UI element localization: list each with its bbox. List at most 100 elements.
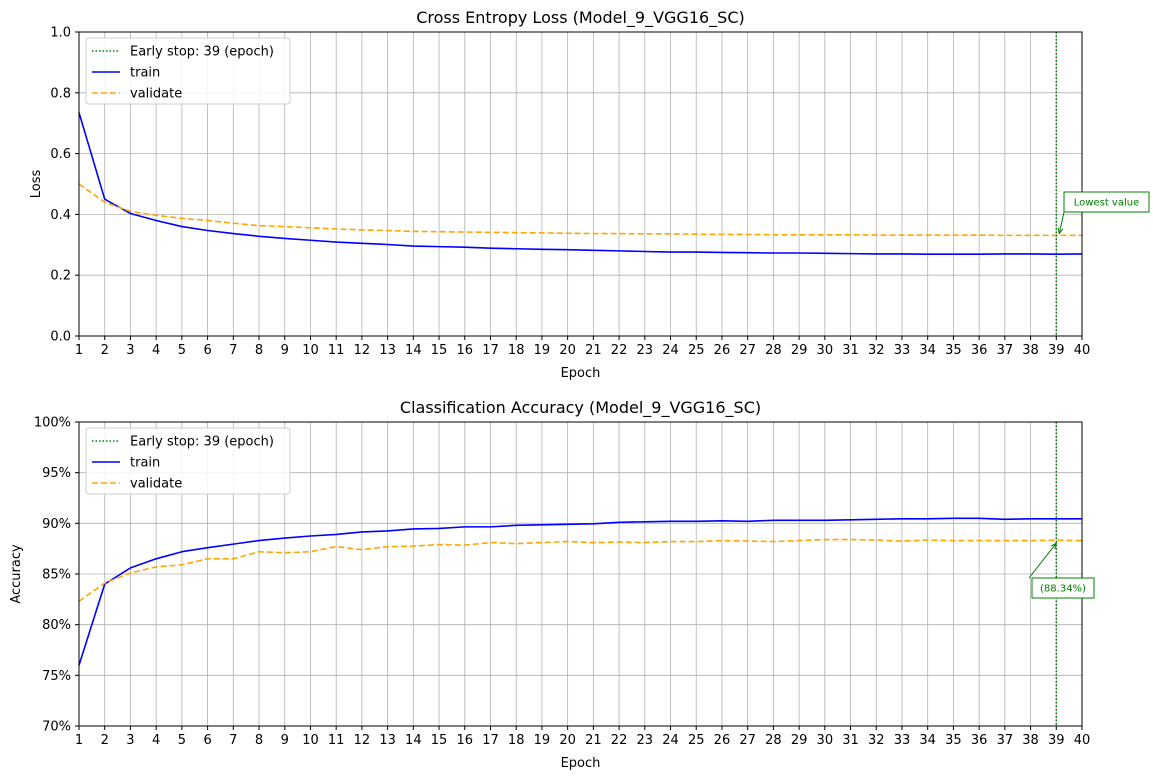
plot-frame: [78, 31, 1083, 337]
series-line-validate: [78, 538, 1083, 603]
x-tick-label: 4: [152, 733, 160, 748]
x-tick-label: 18: [508, 733, 525, 748]
x-tick-label: 1: [75, 343, 83, 358]
x-tick-label: 10: [302, 343, 319, 358]
annotation-box: [1031, 577, 1095, 599]
x-tick-label: 14: [405, 733, 422, 748]
y-axis-label: Loss: [29, 170, 44, 199]
legend-validate-label: validate: [130, 87, 182, 102]
x-tick-label: 23: [637, 733, 654, 748]
x-tick-label: 12: [354, 343, 371, 358]
x-tick-label: 7: [229, 343, 237, 358]
grid: [78, 421, 1083, 727]
x-tick-label: 37: [997, 343, 1014, 358]
x-tick-label: 11: [328, 343, 345, 358]
x-tick-label: 20: [559, 343, 576, 358]
y-tick-label: 0.0: [50, 330, 71, 345]
x-tick-label: 28: [765, 343, 782, 358]
series-line-validate: [78, 183, 1082, 237]
x-tick-label: 34: [919, 343, 936, 358]
annotation-box: [1063, 191, 1150, 213]
x-tick-label: 30: [817, 733, 834, 748]
x-tick-label: 21: [585, 343, 602, 358]
annotation-text: Lowest value: [1074, 198, 1139, 209]
chart-title: Cross Entropy Loss (Model_9_VGG16_SC): [416, 8, 745, 28]
x-tick-label: 16: [456, 343, 473, 358]
x-tick-label: 36: [971, 733, 988, 748]
x-tick-label: 22: [611, 733, 628, 748]
loss-chart: 1 2 3 4 5 6 7 8 9 10 11 12 13 14 15 16 17 18 19 20 21 22 23 24 2…: [29, 8, 1150, 381]
x-tick-label: 24: [662, 733, 679, 748]
x-tick-label: 3: [126, 733, 134, 748]
x-tick-label: 40: [1074, 343, 1091, 358]
x-tick-label: 29: [791, 343, 808, 358]
x-tick-label: 26: [714, 733, 731, 748]
x-tick-label: 35: [945, 343, 962, 358]
x-tick-label: 6: [203, 343, 211, 358]
x-tick-label: 33: [894, 343, 911, 358]
y-tick-label: 100%: [34, 416, 71, 431]
x-tick-label: 38: [1022, 343, 1039, 358]
x-tick-label: 6: [203, 733, 211, 748]
x-tick-label: 40: [1074, 733, 1091, 748]
x-tick-label: 2: [101, 343, 109, 358]
x-tick-label: 34: [919, 733, 936, 748]
x-tick-label: 8: [255, 733, 263, 748]
x-tick-label: 13: [379, 733, 396, 748]
x-tick-label: 31: [842, 343, 859, 358]
legend-box: [85, 427, 291, 495]
x-axis-label: Epoch: [561, 756, 601, 771]
x-tick-label: 19: [534, 733, 551, 748]
x-tick-label: 13: [379, 343, 396, 358]
legend-validate-label: validate: [130, 477, 182, 492]
legend: Early stop: 39 (epoch) train validate: [85, 427, 291, 495]
x-tick-label: 37: [997, 733, 1014, 748]
x-tick-label: 1: [75, 733, 83, 748]
x-tick-label: 5: [178, 733, 186, 748]
x-axis-label: Epoch: [561, 366, 601, 381]
x-tick-label: 3: [126, 343, 134, 358]
y-tick-label: 70%: [42, 720, 71, 735]
series-line-train: [78, 517, 1082, 666]
x-tick-label: 11: [328, 733, 345, 748]
annotation-arrow: [1058, 211, 1065, 234]
x-tick-label: 32: [868, 343, 885, 358]
annotation-text: (88.34%): [1040, 584, 1086, 595]
x-tick-label: 16: [456, 733, 473, 748]
annotation-arrow: [1028, 542, 1057, 579]
y-tick-label: 0.4: [50, 208, 71, 223]
x-tick-label: 26: [714, 343, 731, 358]
x-tick-label: 9: [281, 733, 289, 748]
y-axis-label: Accuracy: [9, 544, 24, 604]
x-tick-label: 38: [1022, 733, 1039, 748]
x-tick-label: 28: [765, 733, 782, 748]
x-tick-label: 14: [405, 343, 422, 358]
chart-title: Classification Accuracy (Model_9_VGG16_S…: [400, 398, 761, 418]
accuracy-chart: 1 2 3 4 5 6 7 8 9 10 11 12 13 14 15 16 17 18 19 20 21 22 23 24 2…: [9, 398, 1095, 771]
y-tick-label: 1.0: [50, 26, 71, 41]
y-tick-label: 0.8: [50, 86, 71, 101]
legend-train-label: train: [130, 456, 160, 471]
annotation-arrowhead: [1057, 227, 1064, 235]
x-tick-label: 12: [354, 733, 371, 748]
x-tick-label: 18: [508, 343, 525, 358]
x-tick-label: 35: [945, 733, 962, 748]
annotation-arrowhead: [1050, 542, 1058, 550]
legend-train-label: train: [130, 66, 160, 81]
legend-early-stop-label: Early stop: 39 (epoch): [130, 435, 274, 450]
x-tick-label: 8: [255, 343, 263, 358]
x-tick-label: 17: [482, 343, 499, 358]
y-tick-label: 80%: [42, 618, 71, 633]
x-tick-label: 39: [1048, 343, 1065, 358]
x-tick-label: 33: [894, 733, 911, 748]
legend-early-stop-label: Early stop: 39 (epoch): [130, 45, 274, 60]
legend-box: [85, 37, 291, 105]
x-tick-label: 24: [662, 343, 679, 358]
y-tick-label: 0.6: [50, 147, 71, 162]
x-tick-label: 25: [688, 343, 705, 358]
y-tick-label: 75%: [42, 669, 71, 684]
x-tick-label: 36: [971, 343, 988, 358]
x-tick-label: 2: [101, 733, 109, 748]
x-tick-label: 4: [152, 343, 160, 358]
